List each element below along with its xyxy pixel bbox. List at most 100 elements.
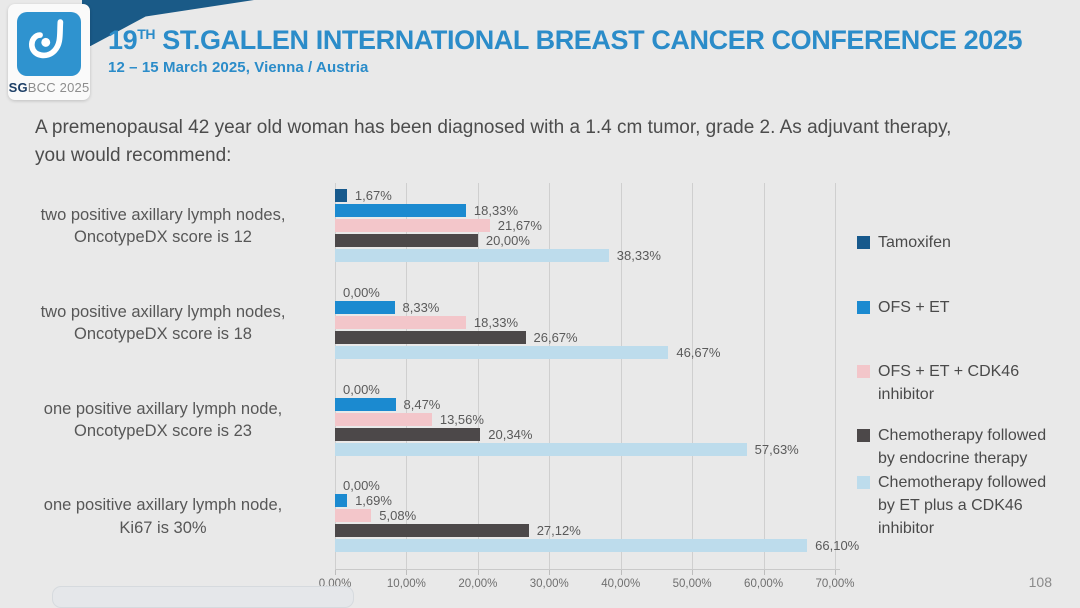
axis-tick <box>835 570 836 575</box>
bar-row: 66,10% <box>335 539 859 553</box>
legend-item: Chemotherapy followed by endocrine thera… <box>857 425 1065 470</box>
poll-question-text: A premenopausal 42 year old woman has be… <box>35 117 952 166</box>
bar-value-label: 5,08% <box>379 508 417 524</box>
bar-value-label: 8,47% <box>403 396 441 412</box>
bar <box>335 427 481 441</box>
bar <box>335 234 478 247</box>
bar-value-label: 21,67% <box>497 218 542 233</box>
axis-tick <box>406 570 408 575</box>
category-label-line: Ki67 is 30% <box>119 518 207 537</box>
bar-row: 0,00% <box>335 284 840 300</box>
bar-row: 26,67% <box>335 330 840 344</box>
bar-row: 0,00% <box>335 478 840 494</box>
bar-value-label: 27,12% <box>536 523 581 539</box>
category-label-line: one positive axillary lymph node, <box>43 496 283 515</box>
bar-row: 8,47% <box>335 396 840 412</box>
bar-value-label: 0,00% <box>343 284 380 300</box>
bar-value-label: 1,69% <box>355 493 392 509</box>
bar-row: 13,56% <box>335 411 840 427</box>
sgbcc-logo-mark <box>17 12 81 76</box>
bar <box>335 249 609 262</box>
gridline <box>835 183 836 570</box>
bar <box>335 189 347 202</box>
bar-value-label: 20,34% <box>488 426 533 442</box>
bar <box>335 315 466 329</box>
x-axis-tick-label: 20,00% <box>458 578 498 590</box>
gridline <box>406 183 408 570</box>
category-label-line: two positive axillary lymph nodes, <box>40 302 286 321</box>
bar-chart-plot-area: 0,00% 10,00% 20,00% 30,00% 40,00% 50,00% 60,00… <box>319 183 859 590</box>
legend-swatch <box>857 365 870 379</box>
bar-value-label: 8,33% <box>402 299 440 315</box>
legend-label: Tamoxifen <box>878 234 951 251</box>
bar-row: 8,33% <box>335 299 840 315</box>
logo-bcc-text: BCC 2025 <box>27 80 90 95</box>
bar <box>335 397 396 411</box>
bar-row: 38,33% <box>335 248 840 263</box>
legend-item: OFS + ET + CDK46 inhibitor <box>857 361 1065 406</box>
legend-item: Chemotherapy followed by ET plus a CDK46… <box>857 472 1065 540</box>
legend-label: OFS + ET <box>878 298 950 316</box>
category-label: two positive axillary lymph nodes, Oncoty… <box>0 183 318 280</box>
bar <box>335 539 808 553</box>
legend-label: OFS + ET + CDK46 inhibitor <box>878 363 1020 404</box>
axis-tick <box>692 570 694 575</box>
gridline <box>763 183 765 570</box>
x-axis-tick-label: 30,00% <box>529 578 569 590</box>
bar <box>335 300 395 314</box>
x-axis-tick-label: 70,00% <box>815 578 855 590</box>
axis-tick <box>620 570 622 575</box>
bar-row: 20,00% <box>335 234 840 248</box>
slide-header: SGBCC 2025 19TH ST.GALLEN INTERNATIONAL … <box>0 0 1080 104</box>
bar-row: 1,69% <box>335 493 840 509</box>
bar-value-label: 0,00% <box>343 381 380 397</box>
bar <box>335 219 490 232</box>
bar-row: 27,12% <box>335 523 840 539</box>
gridline <box>620 183 622 570</box>
bar <box>335 204 466 217</box>
category-label-line: OncotypeDX score is 23 <box>74 421 252 440</box>
category-label-line: OncotypeDX score is 18 <box>74 325 252 344</box>
slide-page-number: 108 <box>1028 574 1052 590</box>
x-axis-tick-label: 50,00% <box>672 578 712 590</box>
bar-row: 21,67% <box>335 218 840 233</box>
sgbcc-logo: SGBCC 2025 <box>8 4 90 100</box>
gridline <box>549 183 551 570</box>
x-axis-tick-label: 40,00% <box>601 578 641 590</box>
bar-row: 20,34% <box>335 426 840 442</box>
breast-glyph-icon <box>29 19 64 59</box>
conference-title: 19TH ST.GALLEN INTERNATIONAL BREAST CANC… <box>108 25 1023 55</box>
bar-value-label: 46,67% <box>676 344 721 360</box>
bar <box>335 509 372 523</box>
bar-row: 46,67% <box>335 344 840 360</box>
category-label-line: one positive axillary lymph node, <box>43 399 283 418</box>
bottom-left-decoration <box>52 586 354 608</box>
sgbcc-logo-text: SGBCC 2025 <box>9 80 90 95</box>
axis-tick <box>335 570 336 575</box>
bar-row: 0,00% <box>335 381 840 397</box>
bar-value-label: 13,56% <box>439 411 484 427</box>
bar-row: 5,08% <box>335 508 840 524</box>
legend-label: Chemotherapy followed by ET plus a CDK46… <box>878 474 1047 537</box>
gridline <box>477 183 479 570</box>
bar <box>335 345 669 359</box>
bar-value-label: 18,33% <box>473 314 519 330</box>
bar <box>335 442 747 456</box>
category-label: two positive axillary lymph nodes, Oncoty… <box>0 280 318 377</box>
bar-value-label: 1,67% <box>354 188 392 203</box>
bar-row: 1,67% <box>335 188 840 203</box>
bar-value-label: 66,10% <box>815 538 860 554</box>
legend-item: Tamoxifen <box>857 232 1065 255</box>
bar-value-label: 18,33% <box>473 203 519 218</box>
title-number: 19 <box>108 25 138 55</box>
bar <box>335 330 526 344</box>
title-ordinal: TH <box>137 26 156 42</box>
axis-tick <box>549 570 551 575</box>
bar-value-label: 0,00% <box>343 478 380 494</box>
bar-value-label: 38,33% <box>616 248 661 263</box>
bar-group: 0,00% 8,33% 18,33% 26,67% 46,67% <box>335 280 840 377</box>
x-axis-line <box>335 569 840 570</box>
bar-row: 57,63% <box>335 442 840 456</box>
bar-row: 18,33% <box>335 314 840 330</box>
axis-tick <box>763 570 765 575</box>
